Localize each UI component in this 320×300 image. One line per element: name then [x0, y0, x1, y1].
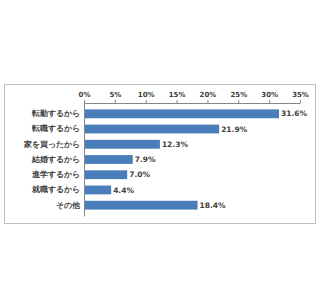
chart-frame	[5, 85, 316, 224]
bar	[84, 140, 160, 149]
x-tick: 30%	[261, 91, 278, 103]
x-axis: 0% 5% 10% 15% 20% 25% 30% 35%	[79, 91, 309, 104]
y-axis-line	[84, 104, 85, 217]
y-tick: 転勤するから	[32, 109, 84, 118]
x-tick: 20%	[200, 91, 217, 103]
bar	[84, 155, 133, 164]
y-tick: その他	[56, 201, 84, 210]
y-tick: 進学するから	[31, 170, 84, 179]
y-tick: 結婚するから	[31, 155, 84, 164]
x-tick: 0%	[79, 91, 91, 103]
y-tick: 家を買ったから	[23, 139, 84, 149]
x-tick: 15%	[169, 91, 186, 103]
x-tick-label: 20%	[200, 91, 217, 99]
bars	[84, 109, 279, 209]
x-tick-mark	[300, 100, 301, 103]
bar	[84, 125, 219, 134]
y-tick: 転職するから	[32, 124, 84, 133]
x-tick-mark	[115, 100, 116, 103]
x-tick-mark	[269, 100, 270, 103]
x-tick: 35%	[292, 91, 309, 103]
bar	[84, 170, 127, 179]
data-label: 4.4%	[113, 186, 134, 195]
x-tick-mark	[84, 100, 85, 103]
x-tick: 5%	[109, 91, 121, 103]
data-label: 7.0%	[129, 170, 150, 179]
data-label: 18.4%	[200, 201, 227, 210]
x-tick-mark	[238, 100, 239, 103]
x-tick: 10%	[138, 91, 155, 103]
y-tick-label: 結婚するから	[31, 155, 80, 164]
x-tick-mark	[146, 100, 147, 103]
y-tick-label: 家を買ったから	[23, 139, 80, 149]
x-tick-mark	[177, 100, 178, 103]
y-tick-label: 就職するから	[31, 185, 80, 194]
x-tick-label: 10%	[138, 91, 155, 99]
x-tick-label: 25%	[230, 91, 247, 99]
y-tick-label: 転勤するから	[32, 109, 80, 118]
data-label: 21.9%	[221, 125, 248, 134]
x-tick: 25%	[230, 91, 247, 103]
x-axis-line	[85, 103, 301, 104]
x-tick-label: 0%	[79, 91, 91, 99]
x-tick-label: 35%	[292, 91, 309, 99]
data-label: 7.9%	[135, 155, 156, 164]
data-labels: 31.6% 21.9% 12.3% 7.9% 7.0% 4.4% 18.4%	[113, 109, 307, 209]
y-tick-label: その他	[56, 201, 81, 210]
data-label: 31.6%	[281, 109, 308, 118]
x-tick-label: 15%	[169, 91, 186, 99]
bar	[84, 109, 279, 118]
x-tick-label: 30%	[261, 91, 278, 99]
x-tick-mark	[207, 100, 208, 103]
data-label: 12.3%	[162, 140, 189, 149]
y-tick: 就職するから	[31, 185, 84, 194]
bar	[84, 201, 198, 210]
y-tick-label: 転職するから	[32, 124, 80, 133]
y-axis: 転勤するから転職するから家を買ったから結婚するから進学するから就職するからその他	[23, 104, 85, 217]
y-tick-label: 進学するから	[31, 170, 80, 179]
chart: 0% 5% 10% 15% 20% 25% 30% 35% 転勤するから転職するから家を買ったか…	[0, 0, 320, 300]
bar	[84, 186, 111, 195]
x-tick-label: 5%	[109, 91, 121, 99]
